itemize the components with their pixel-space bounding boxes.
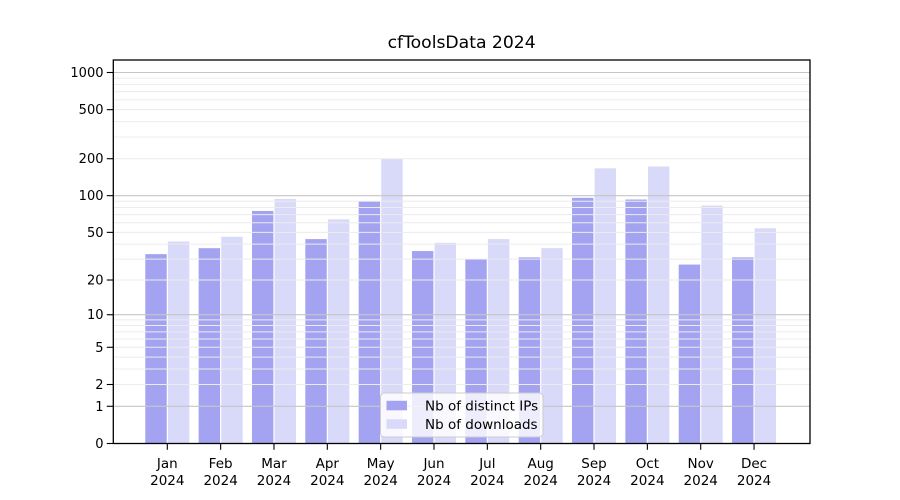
y-tick-label-200: 200 [79,152,104,167]
x-tick-label-month-mar: Mar [261,456,287,472]
x-tick-label-month-may: May [367,456,395,472]
bar-downloads-may [381,158,403,444]
x-tick-label-year-may: 2024 [363,473,397,489]
x-tick-label-year-oct: 2024 [630,473,664,489]
y-tick-label-500: 500 [79,103,104,118]
x-tick-label-year-jun: 2024 [417,473,451,489]
y-tick-label-20: 20 [87,274,104,289]
legend-label-downloads: Nb of downloads [425,417,538,433]
x-tick-label-year-apr: 2024 [310,473,344,489]
x-tick-label-year-aug: 2024 [524,473,558,489]
y-tick-label-10: 10 [87,308,104,323]
bar-distinct-ips-oct [625,199,647,444]
x-tick-label-month-feb: Feb [209,456,233,472]
y-tick-label-1000: 1000 [70,66,103,81]
x-tick-label-month-jun: Jun [422,456,444,472]
bar-downloads-mar [274,198,296,444]
bar-downloads-jan [167,241,190,444]
bar-distinct-ips-dec [732,257,754,444]
x-tick-label-month-apr: Apr [316,456,340,472]
bar-distinct-ips-mar [251,210,274,444]
bar-downloads-jul [487,239,510,444]
x-tick-label-month-nov: Nov [688,456,714,472]
x-tick-label-month-sep: Sep [581,456,606,472]
y-tick-label-1: 1 [95,400,103,415]
legend: Nb of distinct IPs Nb of downloads [380,392,544,438]
x-tick-label-year-dec: 2024 [737,473,771,489]
x-tick-label-month-jul: Jul [478,456,495,472]
bar-downloads-nov [701,205,723,444]
gridlines-group [113,71,810,407]
bar-downloads-feb [221,236,243,444]
bar-downloads-sep [594,168,617,444]
bar-distinct-ips-nov [678,264,701,444]
y-tick-label-100: 100 [79,189,104,204]
x-tick-label-month-aug: Aug [527,456,553,472]
x-tick-label-year-nov: 2024 [684,473,718,489]
y-tick-label-2: 2 [95,378,103,393]
y-tick-label-0: 0 [95,437,103,452]
legend-label-distinct-ips: Nb of distinct IPs [425,398,538,414]
x-tick-label-year-feb: 2024 [203,473,237,489]
legend-swatch-downloads [386,419,407,429]
y-tick-label-5: 5 [95,341,103,356]
plot-frame [112,59,811,445]
bar-distinct-ips-may [358,201,381,444]
bar-downloads-aug [541,248,563,444]
bar-distinct-ips-feb [198,248,221,444]
x-tick-label-month-dec: Dec [741,456,767,472]
bar-downloads-dec [754,228,777,444]
bar-downloads-oct [647,166,670,444]
chart-title: cfToolsData 2024 [388,33,536,53]
y-axis-group: 0 1 2 5 10 20 50 100 200 500 1000 [70,66,114,452]
x-axis-group: Jan2024Feb2024Mar2024Apr2024May2024Jun20… [150,443,771,489]
x-tick-label-year-mar: 2024 [257,473,291,489]
bar-distinct-ips-apr [305,239,327,444]
legend-box [380,392,544,438]
legend-swatch-distinct-ips [386,400,407,411]
x-tick-label-month-oct: Oct [636,456,659,472]
x-tick-label-year-jul: 2024 [470,473,504,489]
x-tick-label-year-sep: 2024 [577,473,611,489]
x-tick-label-month-jan: Jan [156,456,178,472]
y-tick-label-50: 50 [87,226,104,241]
bar-distinct-ips-jan [145,254,167,444]
x-tick-label-year-jan: 2024 [150,473,184,489]
